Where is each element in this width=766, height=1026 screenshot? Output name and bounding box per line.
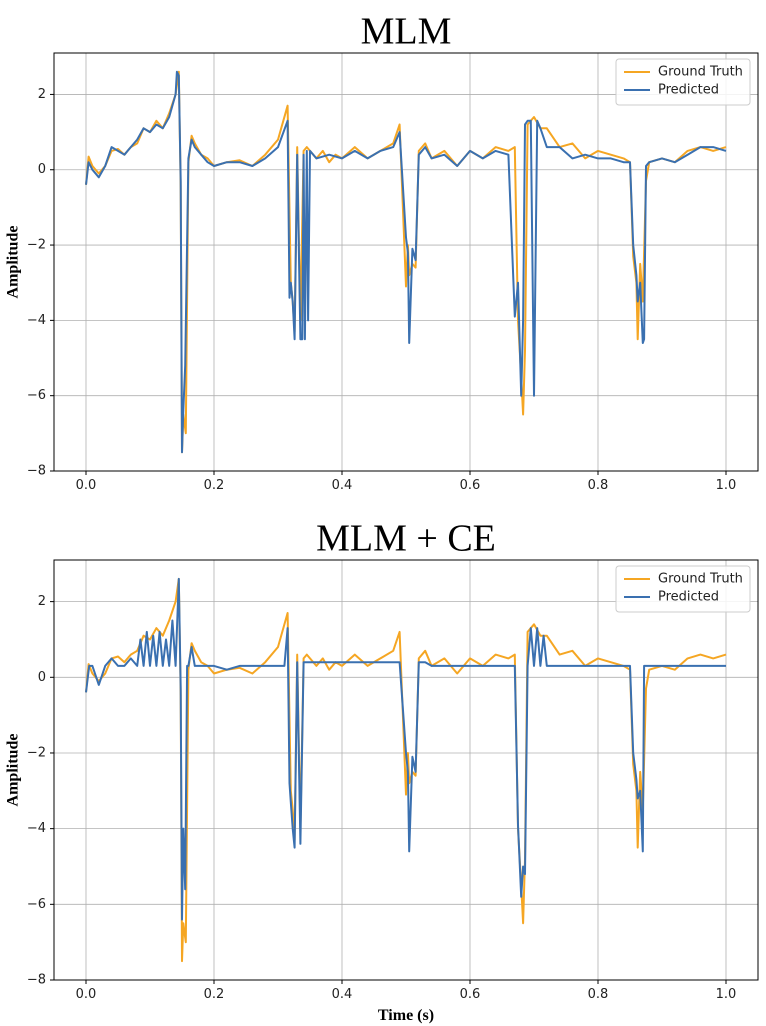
- y-tick-label: −6: [27, 897, 46, 912]
- x-tick-label: 0.4: [332, 478, 353, 493]
- y-tick-label: −8: [27, 973, 46, 988]
- ground-truth-line: [85, 577, 727, 963]
- chart-title: MLM + CE: [316, 518, 496, 560]
- y-tick-label: −4: [27, 821, 46, 836]
- y-axis-label: Amplitude: [5, 734, 22, 807]
- y-tick-label: 2: [38, 87, 46, 102]
- y-tick-label: −8: [27, 464, 46, 479]
- x-tick-label: 0.8: [588, 478, 609, 493]
- x-tick-label: 0.0: [76, 478, 97, 493]
- x-axis-label: Time (s): [378, 1007, 434, 1024]
- plot-frame: [53, 52, 759, 472]
- legend: Ground Truth Predicted: [615, 565, 751, 613]
- legend-label-ground-truth: Ground Truth: [658, 65, 743, 80]
- x-tick-label: 1.0: [716, 987, 737, 1002]
- y-tick-label: −4: [27, 313, 46, 328]
- x-tick-label: 0.2: [204, 987, 225, 1002]
- y-axis-label: Amplitude: [5, 226, 22, 299]
- chart-title: MLM: [361, 11, 452, 53]
- predicted-line: [85, 577, 726, 921]
- x-tick-label: 1.0: [716, 478, 737, 493]
- legend-box: [615, 58, 751, 106]
- subplot-2: MLM + CE 0.0 0.2 0.4 0.6 0.8 1.0 −8 −6 −4 −2 0 2 Ampl…: [5, 518, 759, 1024]
- predicted-line: [85, 70, 727, 454]
- x-tick-label: 0.4: [332, 987, 353, 1002]
- y-tick-label: −2: [27, 745, 46, 760]
- legend-label-predicted: Predicted: [658, 83, 719, 98]
- x-tick-label: 0.6: [460, 987, 481, 1002]
- subplot-1: MLM 0.0 0.2 0.4 0.6 0.8 1.0 −8 −6 −4 −2 0 2 Amplitude…: [5, 11, 759, 493]
- y-tick-label: 2: [38, 594, 46, 609]
- x-tick-label: 0.8: [588, 987, 609, 1002]
- legend-box: [615, 565, 751, 613]
- x-tick-label: 0.0: [76, 987, 97, 1002]
- y-tick-label: 0: [38, 670, 46, 685]
- x-tick-label: 0.6: [460, 478, 481, 493]
- y-tick-label: −2: [27, 238, 46, 253]
- legend-label-predicted: Predicted: [658, 590, 719, 605]
- legend-label-ground-truth: Ground Truth: [658, 572, 743, 587]
- plot-frame: [53, 559, 759, 981]
- y-tick-label: 0: [38, 162, 46, 177]
- y-tick-label: −6: [27, 388, 46, 403]
- legend: Ground Truth Predicted: [615, 58, 751, 106]
- x-tick-label: 0.2: [204, 478, 225, 493]
